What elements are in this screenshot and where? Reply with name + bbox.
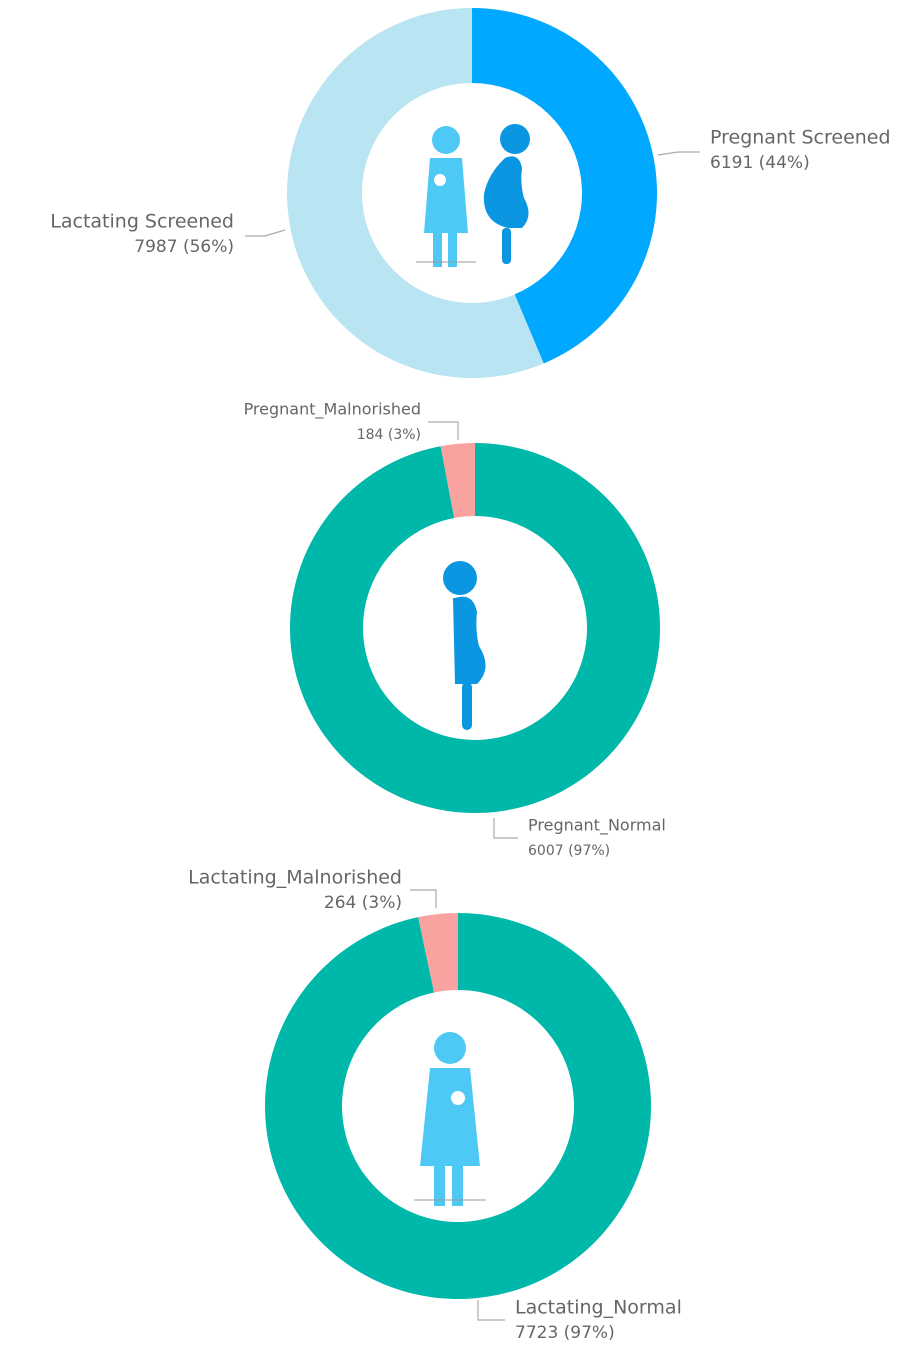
slice-value-label: 6007 (97%): [528, 843, 610, 859]
slice-label: Lactating_Malnorished: [188, 867, 402, 889]
icon-pregnant: [443, 561, 486, 730]
slices: [265, 8, 661, 1299]
icon-mother-and-pregnant: [416, 124, 530, 267]
icon-mother: [414, 1032, 486, 1206]
slice-value-label: 7723 (97%): [515, 1323, 615, 1343]
leader-line: [477, 1300, 505, 1321]
donut-slice: [472, 8, 658, 364]
slice-value-label: 6191 (44%): [710, 153, 810, 173]
slice-value-label: 7987 (56%): [134, 237, 234, 257]
slice-label: Pregnant_Malnorished: [244, 400, 421, 420]
labels: Pregnant Screened 6191 (44%) Lactating Scr…: [50, 127, 890, 1344]
donut-slice: [265, 913, 651, 1299]
leader-line: [410, 889, 437, 908]
leader-line: [245, 229, 286, 237]
donut-slice: [290, 443, 661, 813]
slice-value-label: 264 (3%): [324, 893, 402, 913]
slice-label: Pregnant_Normal: [528, 816, 666, 836]
slice-label: Pregnant Screened: [710, 127, 891, 149]
donut-slice: [287, 8, 544, 378]
slice-label: Lactating_Normal: [515, 1297, 682, 1319]
donut-slice: [440, 443, 475, 518]
donut-slice: [418, 913, 458, 993]
leader-line: [428, 421, 459, 440]
leader-line: [657, 151, 700, 156]
slice-value-label: 184 (3%): [357, 427, 421, 443]
slice-label: Lactating Screened: [50, 211, 234, 233]
leader-line: [493, 818, 518, 839]
